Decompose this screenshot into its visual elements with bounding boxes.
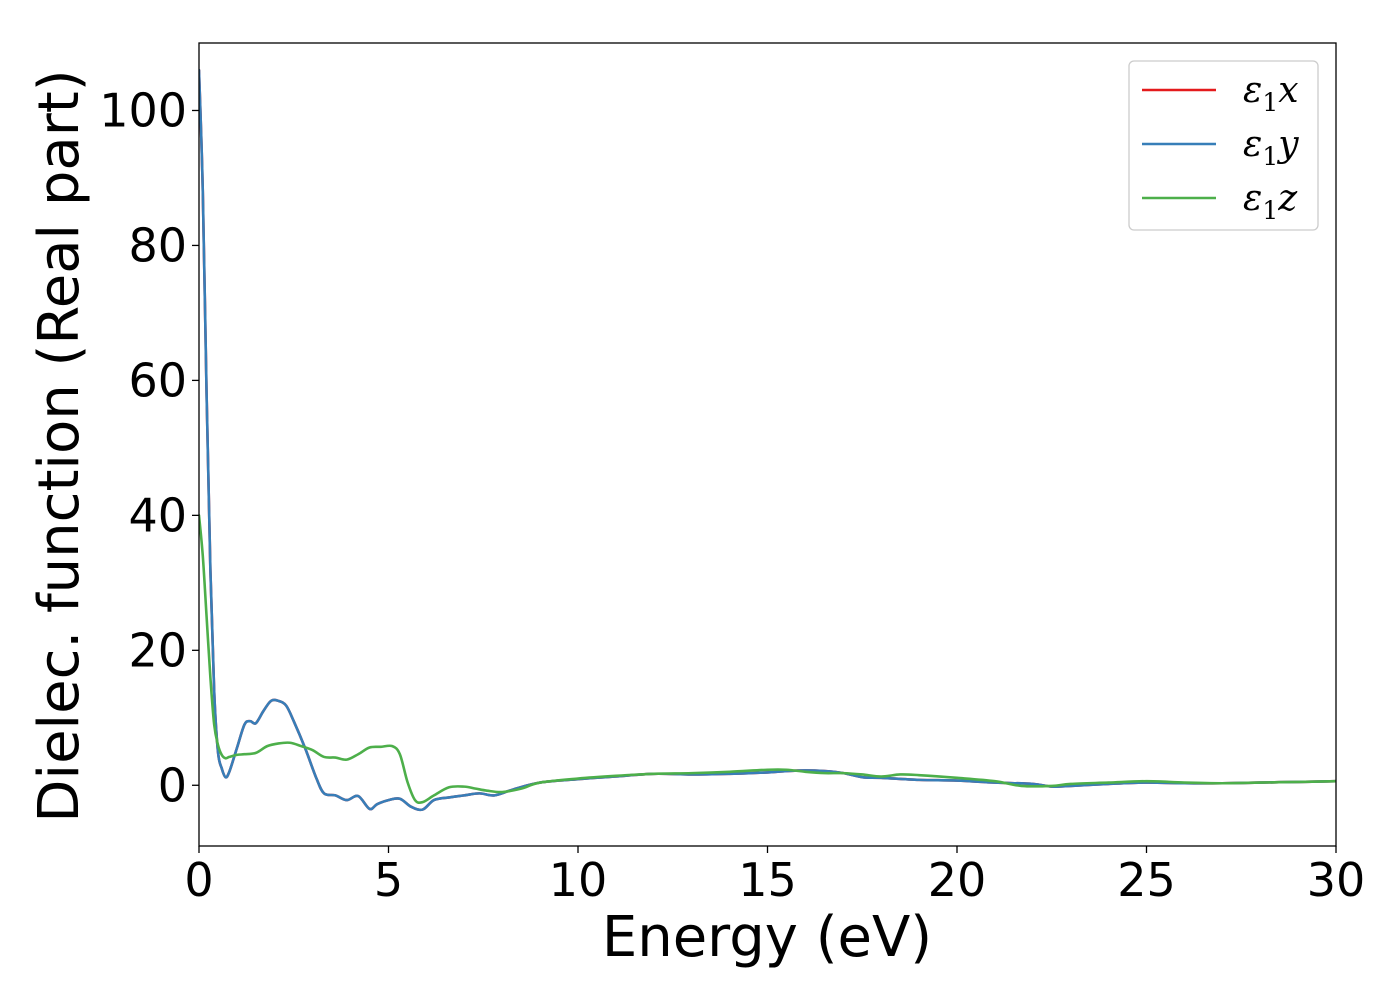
x-tick-label: 5 xyxy=(374,853,403,907)
y-tick-label: 100 xyxy=(99,83,187,137)
legend-box xyxy=(1128,60,1319,231)
y-tick-label: 40 xyxy=(128,488,187,542)
y-axis: 0 20 40 60 80 100 xyxy=(99,83,199,812)
x-tick-label: 25 xyxy=(1117,853,1176,907)
series-layer xyxy=(199,68,1336,812)
y-tick-label: 60 xyxy=(128,353,187,407)
x-tick-label: 20 xyxy=(928,853,987,907)
x-tick-label: 0 xyxy=(184,853,213,907)
x-tick-label: 10 xyxy=(549,853,608,907)
x-axis: 0 5 10 15 20 25 30 xyxy=(184,846,1365,907)
legend: ε1x ε1y ε1z xyxy=(1128,60,1319,231)
x-axis-title: Energy (eV) xyxy=(602,905,932,970)
y-axis-title: Dielec. function (Real part) xyxy=(27,69,92,822)
x-tick-label: 15 xyxy=(738,853,797,907)
legend-label-x: ε1x xyxy=(1243,70,1299,117)
y-tick-label: 20 xyxy=(128,623,187,677)
series-line-z xyxy=(199,514,1336,805)
x-tick-label: 30 xyxy=(1307,853,1366,907)
y-tick-label: 80 xyxy=(128,218,187,272)
legend-label-y: ε1y xyxy=(1243,124,1299,171)
series-line-y xyxy=(199,68,1336,812)
legend-label-z: ε1z xyxy=(1243,178,1298,225)
y-tick-label: 0 xyxy=(158,758,187,812)
